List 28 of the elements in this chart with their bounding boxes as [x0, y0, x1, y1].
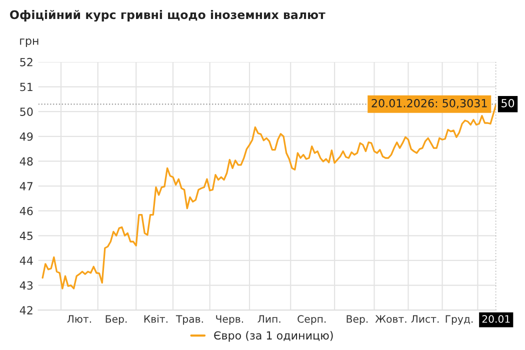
y-axis-title: грн: [20, 38, 38, 48]
legend-label: Євро (за 1 одиницю): [214, 331, 333, 342]
annotation: 20.01.2026: 50,3031: [372, 98, 487, 108]
x-tick-label: Черв.: [216, 315, 243, 325]
x-tick-label: 20.01: [482, 315, 510, 323]
x-tick-label: Вер.: [346, 315, 368, 325]
x-tick-label: Серп.: [298, 315, 326, 325]
y-tick-label: 49: [20, 132, 33, 141]
x-tick-label: Лист.: [411, 315, 439, 323]
y-tick-label: 52: [20, 58, 32, 66]
chart-title: Офіційний курс гривні щодо іноземних валют: [10, 10, 326, 22]
y-tick-label: 42: [20, 306, 32, 314]
y-tick-label: 43: [20, 281, 33, 290]
y-tick-label: 46: [20, 206, 33, 216]
y-tick-label: 45: [20, 232, 32, 240]
x-tick-label: Квіт.: [144, 314, 168, 323]
x-tick-label: Лют.: [67, 315, 91, 323]
x-tick-label: Груд.: [446, 315, 473, 325]
y-tick-label: 47: [20, 182, 33, 190]
y-tick-label: 48: [20, 157, 33, 166]
y-tick-label: 51: [20, 82, 32, 92]
y-tick-label: 50: [20, 108, 33, 116]
x-tick-label: Жовт.: [375, 315, 406, 323]
x-tick-label: Лип.: [258, 315, 280, 323]
x-tick-label: Бер.: [106, 315, 127, 325]
x-tick-label: Трав.: [176, 315, 203, 325]
y-tick-label: 44: [20, 256, 33, 265]
ref-line-label: 50: [502, 98, 514, 108]
